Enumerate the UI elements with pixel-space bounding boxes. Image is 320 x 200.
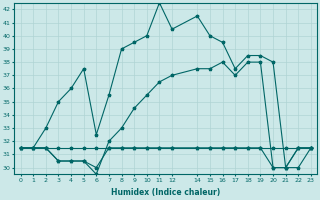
X-axis label: Humidex (Indice chaleur): Humidex (Indice chaleur) [111,188,220,197]
